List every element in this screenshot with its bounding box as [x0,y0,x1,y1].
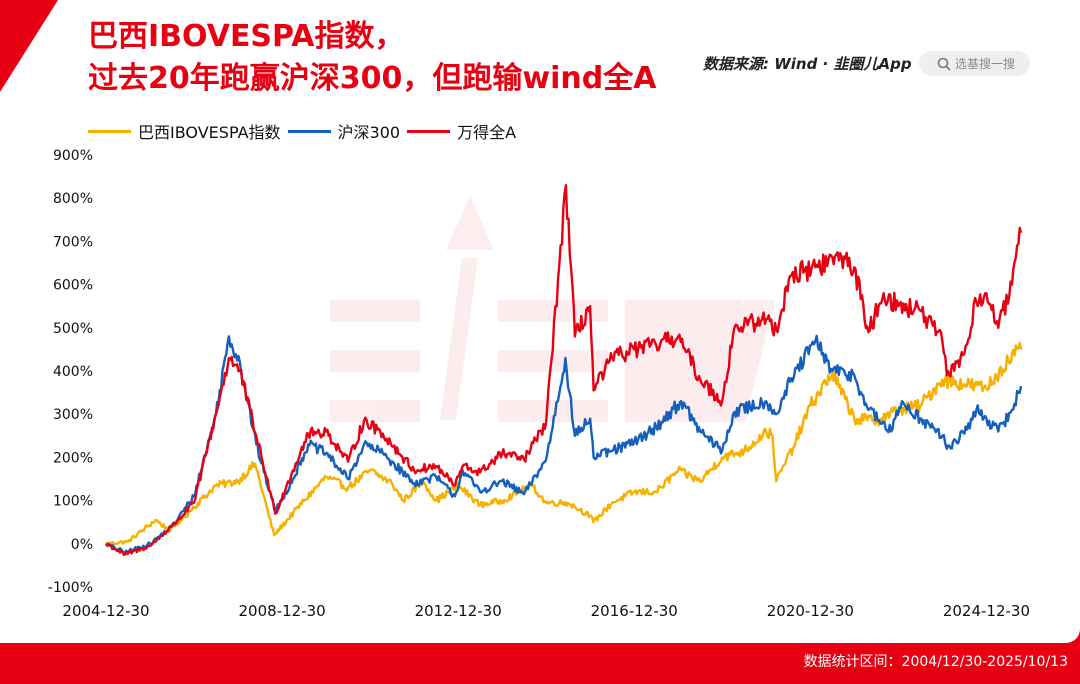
y-tick-label: 200% [53,450,93,466]
y-tick-label: -100% [48,580,93,596]
search-box[interactable]: 选基搜一搜 [919,51,1030,76]
legend-item-ibovespa: 巴西IBOVESPA指数 [88,119,281,143]
y-tick-label: 100% [53,494,93,510]
y-tick-label: 400% [53,364,93,380]
brand-watermark [330,196,775,422]
x-tick-label: 2020-12-30 [767,602,854,620]
line-chart: -100% 0% 100% 200% 300% 400% 500% 600% 700% 800% 9… [48,148,1030,620]
legend-label-ibovespa: 巴西IBOVESPA指数 [138,123,281,142]
y-tick-label: 900% [53,148,93,164]
chart-card: 巴西IBOVESPA指数， 过去20年跑赢沪深300，但跑输wind全A 数据来… [0,0,1080,643]
title-line-1: 巴西IBOVESPA指数， [88,19,405,54]
search-icon [937,57,951,70]
search-placeholder: 选基搜一搜 [955,57,1016,71]
data-source: 数据来源: Wind · 韭圈儿App [703,55,912,73]
y-tick-label: 300% [53,407,93,423]
x-tick-label: 2024-12-30 [943,602,1030,620]
date-range-note: 数据统计区间：2004/12/30-2025/10/13 [803,654,1068,670]
y-tick-label: 700% [53,234,93,250]
legend-item-hs300: 沪深300 [287,119,401,143]
chart-series [104,184,1023,556]
chart-axes: -100% 0% 100% 200% 300% 400% 500% 600% 700% 800% 9… [48,148,1030,620]
legend-swatch-wind-all-a [407,129,451,133]
legend-label-wind-all-a: 万得全A [457,123,517,142]
series-line-1 [104,334,1023,555]
legend-item-wind-all-a: 万得全A [407,119,516,143]
chart-legend: 巴西IBOVESPA指数 沪深300 万得全A [88,119,523,143]
x-tick-label: 2016-12-30 [591,602,678,620]
legend-label-hs300: 沪深300 [337,123,401,142]
x-tick-label: 2004-12-30 [62,602,149,620]
legend-swatch-ibovespa [88,129,131,133]
series-line-0 [105,341,1023,546]
corner-accent [0,0,58,92]
series-line-2 [105,184,1023,556]
y-tick-label: 500% [53,321,93,337]
y-tick-label: 600% [53,278,93,294]
y-tick-label: 0% [71,537,93,553]
legend-swatch-hs300 [287,129,331,133]
title-line-2: 过去20年跑赢沪深300，但跑输wind全A [88,61,657,96]
page-title: 巴西IBOVESPA指数， 过去20年跑赢沪深300，但跑输wind全A [88,16,656,100]
x-tick-label: 2008-12-30 [238,602,325,620]
x-tick-label: 2012-12-30 [415,602,502,620]
y-tick-label: 800% [53,191,93,207]
